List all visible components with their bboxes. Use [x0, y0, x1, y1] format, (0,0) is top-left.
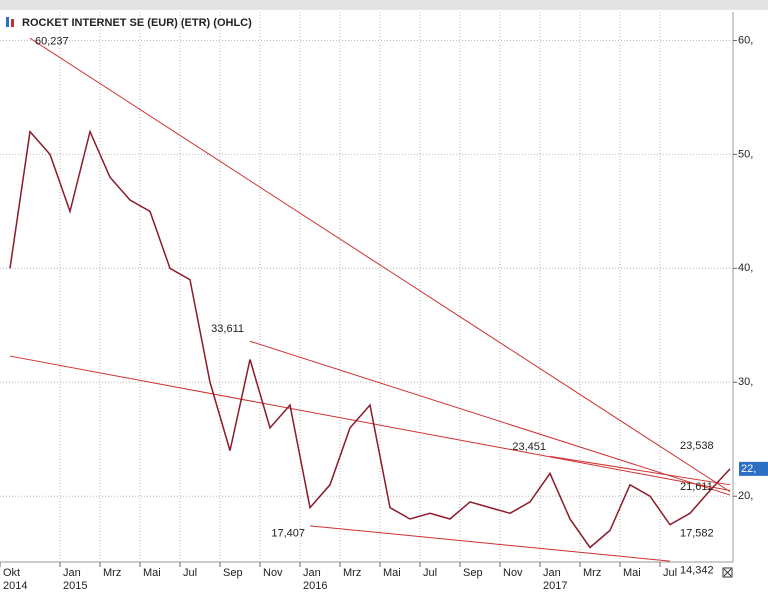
background: [0, 10, 768, 597]
y-tick-label: 60,: [738, 34, 753, 46]
x-tick-label: Mrz: [343, 567, 361, 579]
annotation: 21,611: [680, 481, 713, 493]
trend-line: [309, 525, 671, 562]
price-line: [9, 129, 731, 549]
x-tick-label: Mai: [383, 567, 401, 579]
chart-title: ROCKET INTERNET SE (EUR) (ETR) (OHLC): [22, 17, 252, 29]
y-tick-label: 30,: [738, 376, 753, 388]
x-tick-label: Mrz: [103, 567, 121, 579]
x-tick-label: Nov: [503, 567, 523, 579]
x-tick-label: Jan: [543, 567, 561, 579]
annotation: 23,451: [512, 441, 546, 453]
annotation: 60,237: [35, 36, 69, 48]
trend-line: [549, 455, 731, 486]
y-tick-label: 20,: [738, 490, 753, 502]
x-tick-label: Sep: [463, 567, 483, 579]
icon: [11, 19, 14, 27]
trend-line: [29, 37, 731, 493]
x-tick-label: Mrz: [583, 567, 601, 579]
annotation: 33,611: [211, 323, 244, 335]
x-tick-year: 2014: [3, 580, 27, 592]
y-tick-label: 40,: [738, 262, 753, 274]
x-tick-label: Jul: [423, 567, 437, 579]
x-tick-year: 2017: [543, 580, 567, 592]
y-tick-label: 50,: [738, 148, 753, 160]
x-tick-label: Jan: [63, 567, 81, 579]
x-tick-label: Jul: [663, 567, 677, 579]
trend-line: [249, 340, 731, 496]
close-button[interactable]: [722, 567, 733, 578]
last-price-box: [739, 461, 768, 476]
x-tick-label: Jul: [183, 567, 197, 579]
last-price-label: 22,: [741, 463, 756, 475]
annotation: 17,407: [271, 528, 305, 540]
annotation: 23,538: [680, 440, 714, 452]
x-tick-label: Jan: [303, 567, 321, 579]
annotation: 14,342: [680, 565, 714, 577]
annotation: 17,582: [680, 528, 714, 540]
x-tick-label: Okt: [3, 567, 20, 579]
x-tick-label: Mai: [623, 567, 641, 579]
x-tick-label: Sep: [223, 567, 243, 579]
x-tick-label: Mai: [143, 567, 161, 579]
x-tick-year: 2015: [63, 580, 87, 592]
trend-line: [9, 355, 731, 491]
icon: [6, 17, 9, 27]
top-bar: [0, 0, 768, 10]
x-tick-label: Nov: [263, 567, 283, 579]
x-tick-year: 2016: [303, 580, 327, 592]
